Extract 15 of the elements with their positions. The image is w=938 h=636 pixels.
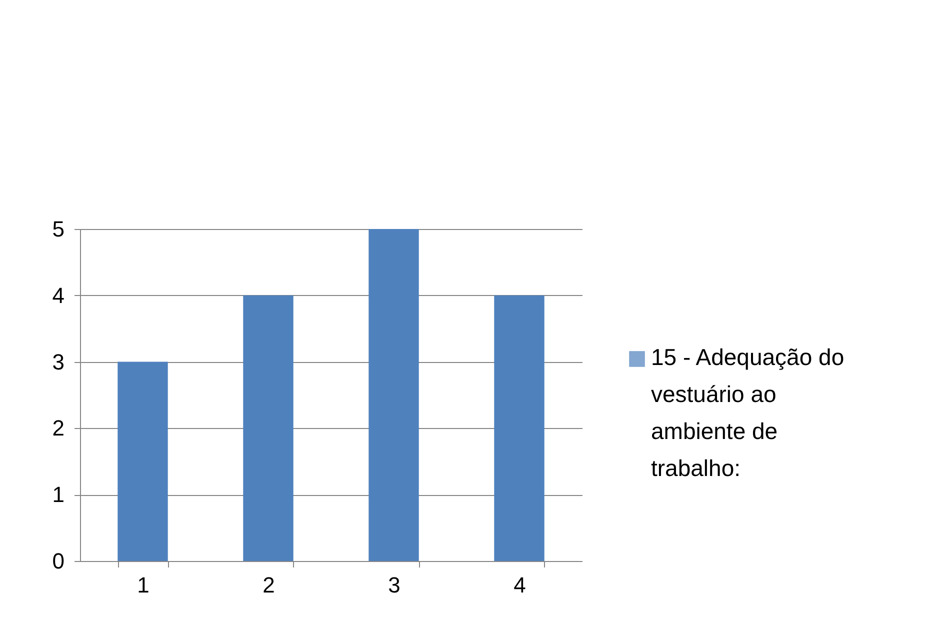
x-tick-label: 4 — [514, 572, 526, 598]
legend-label: 15 - Adequação do vestuário ao ambiente de trabalho: — [651, 344, 844, 481]
y-tick-label: 0 — [52, 548, 64, 574]
bar — [243, 295, 294, 561]
y-tick-label: 4 — [52, 282, 64, 308]
y-tick-label: 3 — [52, 349, 64, 374]
x-tick-label: 3 — [388, 572, 400, 598]
bar — [368, 229, 419, 561]
x-tick-label: 2 — [262, 572, 275, 598]
bar — [118, 362, 168, 561]
y-tick-label: 2 — [52, 416, 64, 441]
bar — [494, 295, 544, 561]
y-tick-label: 5 — [52, 216, 64, 242]
x-tick-label: 1 — [137, 572, 150, 598]
y-tick-label: 1 — [52, 482, 64, 508]
